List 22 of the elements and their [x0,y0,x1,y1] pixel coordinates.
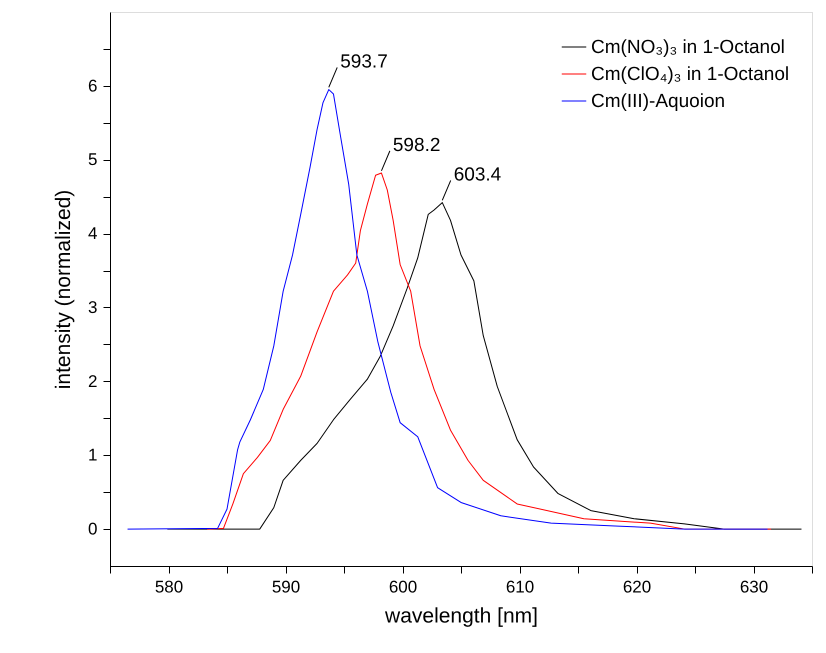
x-axis-title: wavelength [nm] [384,604,538,628]
y-axis-title: intensity (normalized) [52,190,76,390]
annotation: 598.2 [392,134,440,156]
x-tick-label: 600 [388,578,418,596]
y-tick-label: 3 [88,298,98,317]
y-tick-label: 0 [88,520,98,539]
annotation: 593.7 [340,51,388,72]
x-tick-label: 580 [154,578,184,596]
y-tick-label: 4 [88,224,98,244]
x-tick-label: 620 [622,578,652,596]
legend-label: Cm(NO₃)₃ in 1-Octanol [591,37,785,58]
y-tick-label: 5 [88,150,98,170]
x-tick-label: 590 [272,578,300,596]
y-tick-label: 6 [88,76,98,96]
legend-label: Cm(ClO₄)₃ in 1-Octanol [591,64,790,85]
annotation: 603.4 [454,164,502,186]
line-series [127,89,768,530]
legend-label: Cm(III)-Aquoion [591,91,726,112]
y-tick-label: 1 [88,446,98,465]
y-tick-label: 2 [88,372,98,391]
x-tick-label: 630 [740,578,768,596]
x-tick-label: 610 [506,578,534,596]
